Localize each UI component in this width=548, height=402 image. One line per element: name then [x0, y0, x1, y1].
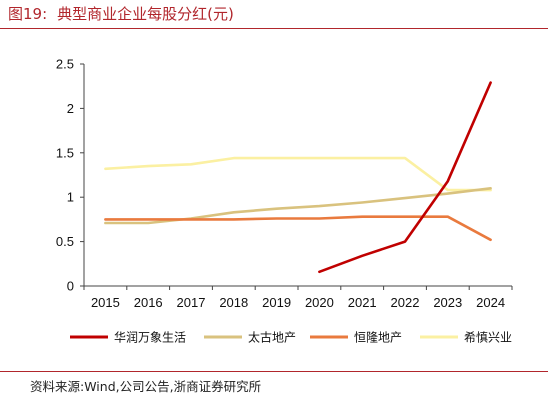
axes: 0 0.5 1 1.5 2 2.5 2015 2016 2017 2018 2019 2020 2021…: [56, 57, 513, 310]
legend-label: 恒隆地产: [354, 330, 402, 345]
y-tick-label: 0: [67, 279, 74, 294]
series-line-3: [104, 215, 492, 242]
y-tick-label: 0.5: [56, 234, 74, 249]
x-tick-label: 2023: [433, 295, 462, 310]
figure-label: 图19:: [8, 5, 48, 23]
line-chart: 0 0.5 1 1.5 2 2.5 2015 2016 2017 2018 2019 2020 2021…: [56, 57, 513, 345]
chart-title: 典型商业企业每股分红(元): [57, 5, 234, 23]
series-line-4: [104, 156, 492, 192]
x-tick-label: 2017: [177, 295, 206, 310]
series-layer: [104, 81, 492, 274]
legend-label: 希慎兴业: [464, 330, 512, 345]
figure-title: 图19: 典型商业企业每股分红(元): [8, 3, 234, 24]
y-tick-label: 2.5: [56, 57, 74, 72]
legend-label: 华润万象生活: [114, 331, 186, 345]
x-tick-label: 2015: [91, 295, 120, 310]
legend-label: 太古地产: [248, 330, 296, 345]
x-tick-label: 2016: [134, 295, 163, 310]
x-tick-label: 2018: [219, 295, 248, 310]
source-note: 资料来源:Wind,公司公告,浙商证券研究所: [30, 379, 262, 394]
x-tick-label: 2022: [391, 295, 420, 310]
y-tick-label: 2: [67, 101, 74, 116]
y-tick-label: 1: [67, 190, 74, 205]
y-tick-label: 1.5: [56, 145, 74, 160]
series-line-1: [318, 81, 492, 274]
x-tick-label: 2019: [262, 295, 291, 310]
title-rule: [0, 28, 548, 29]
x-tick-label: 2021: [348, 295, 377, 310]
legend: 华润万象生活 太古地产 恒隆地产 希慎兴业: [70, 330, 512, 345]
x-tick-label: 2020: [305, 295, 334, 310]
footer-rule: [0, 371, 548, 372]
series-line-2: [104, 187, 492, 225]
x-tick-label: 2024: [476, 295, 505, 310]
